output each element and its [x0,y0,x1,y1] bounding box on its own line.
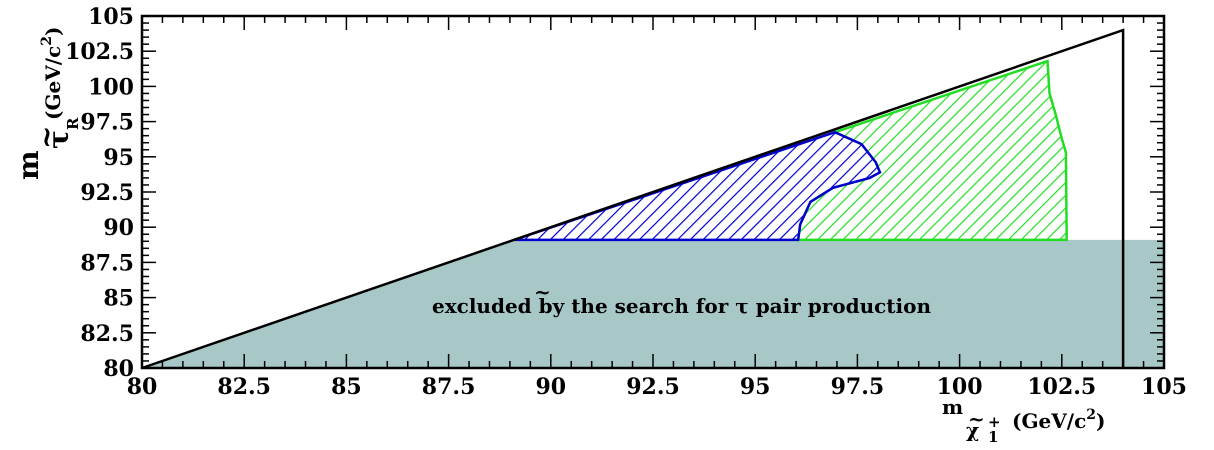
y-axis-unit-close: ) [41,27,65,36]
x-tick-label: 85 [331,374,362,400]
x-axis-label-unit: (GeV/c2) [1012,407,1106,433]
x-axis-label-particle: χ [966,418,979,442]
axis-ticks [141,15,1165,369]
x-axis-label-subscript: 1 [988,428,998,446]
y-axis-unit-sup: 2 [39,36,55,46]
tau-pair-excluded-region [142,239,1164,368]
x-tick-label: 87.5 [422,374,476,400]
x-axis-label-superscript: + [988,413,1001,431]
x-tick-label: 82.5 [217,374,271,400]
y-axis-label-accent: ~ [30,126,63,149]
x-tick-label: 92.5 [626,374,680,400]
y-tick-label: 85 [103,286,134,312]
x-tick-label: 97.5 [831,374,885,400]
annotation-tau-accent: ~ [534,280,551,304]
y-axis-label-unit: (GeV/c2) [39,27,65,121]
x-tick-label: 102.5 [1027,374,1096,400]
y-tick-label: 100 [88,74,134,100]
annotation-tau-symbol: τ [735,294,748,318]
y-axis-label: m ~ τ R (GeV/c2) [12,27,82,181]
x-tick-labels: 80 82.5 85 87.5 90 92.5 95 97.5 100 102.5 105 [127,374,1187,400]
y-tick-label: 105 [88,4,134,30]
y-tick-label: 87.5 [80,250,134,276]
annotation-text-after: pair production [749,294,932,318]
x-axis-label: m ~ χ + 1 (GeV/c2) [942,395,1106,446]
y-tick-label: 80 [103,356,134,382]
exclusion-annotation: excluded by the search for τ pair produc… [432,294,931,318]
x-tick-label: 100 [937,374,983,400]
y-tick-label: 90 [103,215,134,241]
x-axis-unit-text: (GeV/c [1012,409,1086,433]
y-axis-unit-text: (GeV/c [41,46,65,120]
x-axis-label-prefix: m [942,395,963,419]
x-tick-label: 95 [740,374,771,400]
x-axis-unit-sup: 2 [1086,407,1096,423]
y-tick-label: 82.5 [80,321,134,347]
y-tick-label: 92.5 [80,180,134,206]
x-axis-unit-close: ) [1096,409,1105,433]
plot-area [141,28,1164,370]
y-axis-label-subscript: R [64,117,82,130]
y-tick-labels: 80 82.5 85 87.5 90 92.5 95 97.5 100 102.5 105 [65,4,134,382]
x-tick-label: 90 [535,374,566,400]
y-tick-label: 95 [103,145,134,171]
y-tick-label: 97.5 [80,110,134,136]
x-tick-label: 80 [127,374,158,400]
annotation-text-before: excluded by the search for [432,294,735,318]
kinematic-boundary-line [141,28,1125,370]
y-axis-label-prefix: m [12,150,45,180]
y-tick-label: 102.5 [65,39,134,65]
x-axis-label-accent: ~ [968,407,985,431]
x-tick-label: 105 [1141,374,1187,400]
y-axis-label-particle: τ [42,130,75,149]
blue-excluded-region [513,130,882,242]
